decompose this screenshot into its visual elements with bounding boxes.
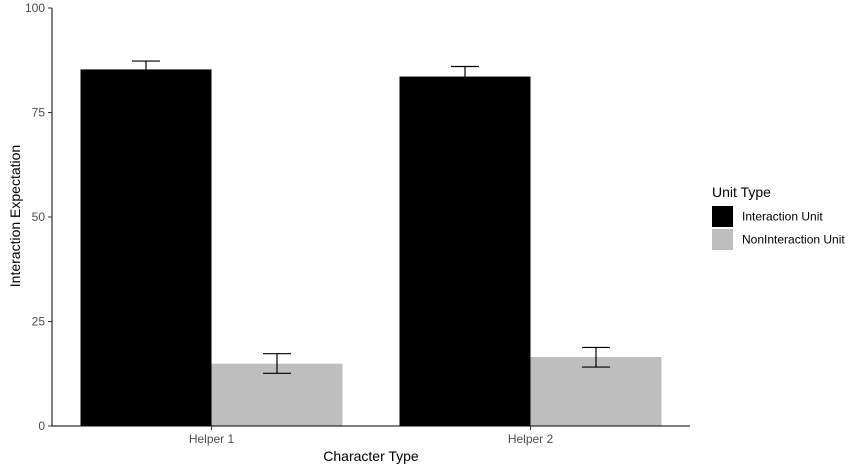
- y-tick-label: 50: [32, 210, 46, 224]
- error-bar-helper-2-interaction-unit: [451, 65, 479, 88]
- plot-area: [80, 60, 662, 427]
- bar-helper-2-interaction-unit: [399, 76, 531, 426]
- legend-label-interaction-unit: Interaction Unit: [742, 210, 823, 224]
- bar-helper-1-noninteraction-unit: [211, 363, 343, 426]
- y-tick-label: 0: [38, 419, 45, 433]
- x-axis-title: Character Type: [323, 448, 419, 464]
- x-tick-label: Helper 1: [189, 432, 235, 446]
- bar-helper-1-interaction-unit: [80, 69, 212, 427]
- y-axis-title: Interaction Expectation: [7, 145, 23, 287]
- error-bar-helper-2-noninteraction-unit: [582, 346, 610, 368]
- error-bar-helper-1-interaction-unit: [132, 60, 160, 79]
- legend-key-noninteraction-unit: [712, 229, 733, 250]
- x-tick-label: Helper 2: [508, 432, 554, 446]
- axes: Character Type Interaction Expectation 0…: [7, 1, 690, 464]
- y-tick-label: 25: [32, 315, 46, 329]
- legend-title: Unit Type: [712, 184, 771, 200]
- legend-key-interaction-unit: [712, 206, 733, 227]
- bar-helper-2-noninteraction-unit: [530, 357, 662, 426]
- y-tick-label: 100: [25, 1, 45, 15]
- legend: Unit Type Interaction Unit NonInteraction…: [712, 184, 845, 250]
- y-tick-label: 75: [32, 106, 46, 120]
- error-bar-helper-1-noninteraction-unit: [263, 353, 291, 374]
- legend-label-noninteraction-unit: NonInteraction Unit: [742, 233, 845, 247]
